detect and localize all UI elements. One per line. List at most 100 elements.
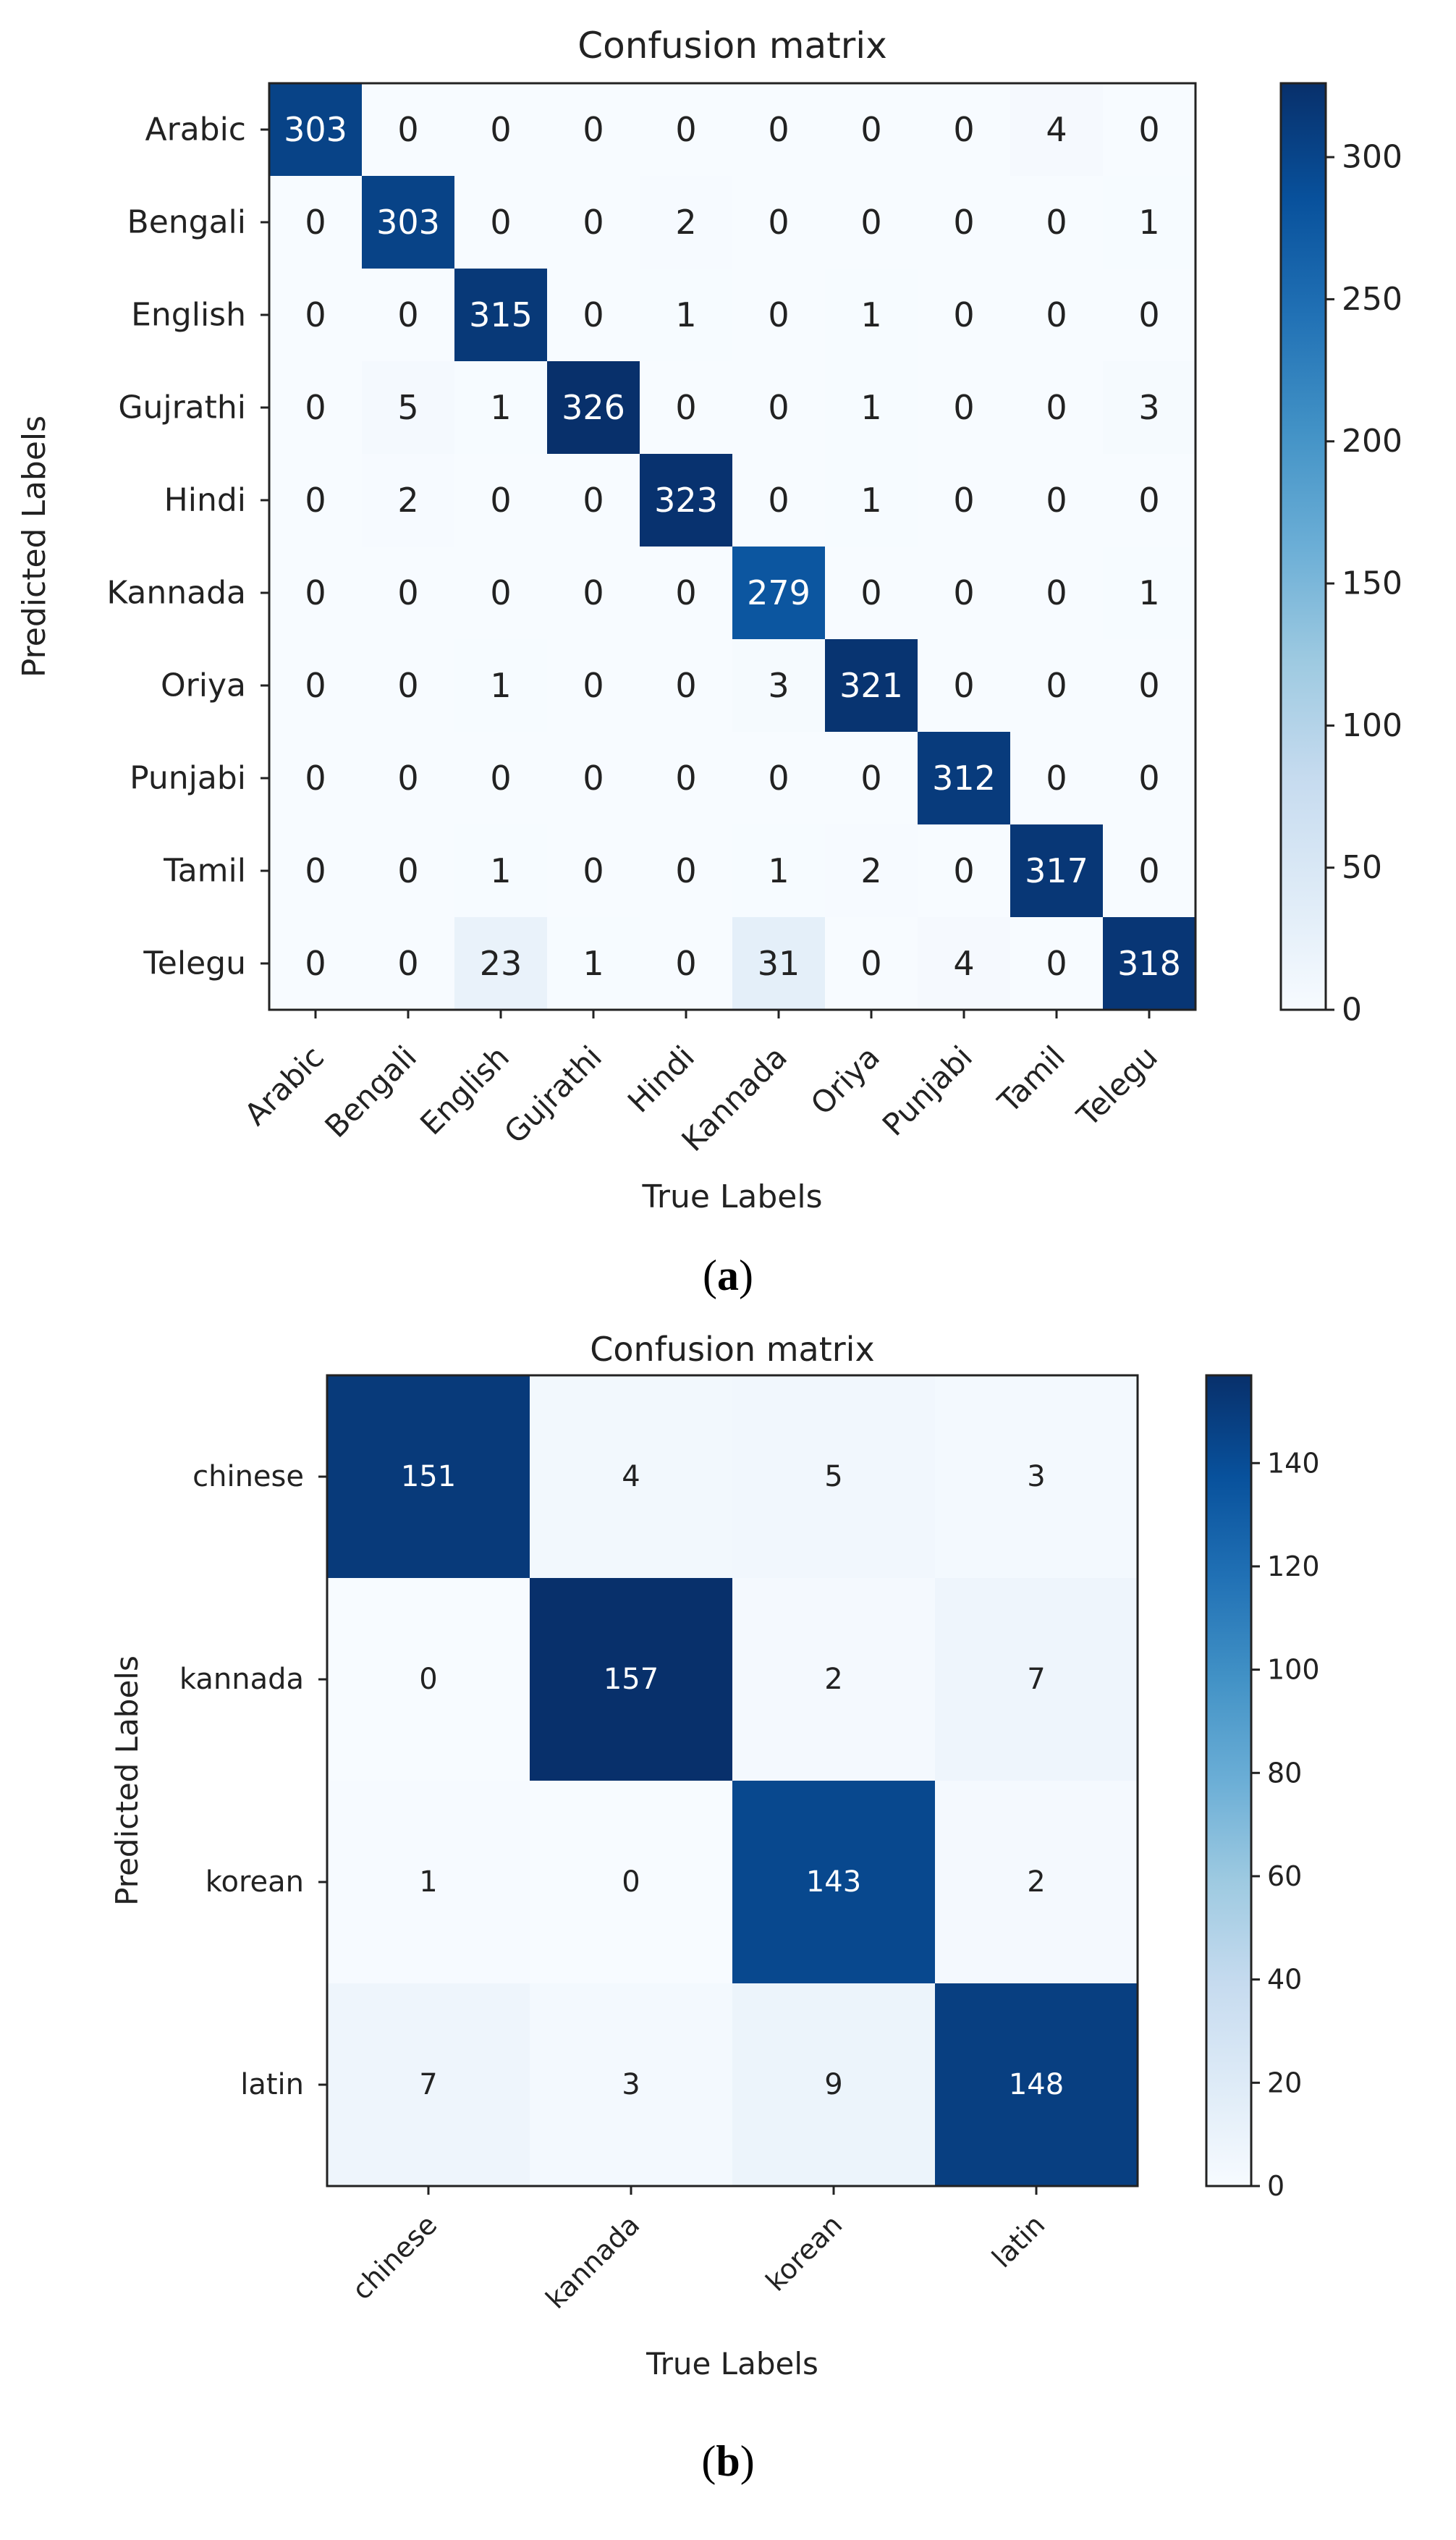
matrix-cell xyxy=(732,454,826,547)
matrix-cell-value: 1 xyxy=(583,944,604,983)
matrix-cell-value: 0 xyxy=(768,110,789,149)
matrix-cell-value: 0 xyxy=(397,944,418,983)
matrix-cell xyxy=(1010,824,1104,918)
matrix-cell xyxy=(935,1375,1138,1579)
matrix-cell-value: 0 xyxy=(953,573,974,612)
matrix-cell xyxy=(1010,361,1104,455)
matrix-cell-value: 5 xyxy=(824,1460,842,1493)
matrix-cell-value: 0 xyxy=(860,110,881,149)
matrix-cell-value: 0 xyxy=(583,203,604,242)
matrix-cell xyxy=(732,732,826,825)
colorbar-tick-label: 300 xyxy=(1342,139,1402,176)
y-tick-label: Punjabi xyxy=(130,760,246,797)
matrix-cell-value: 151 xyxy=(401,1460,456,1493)
matrix-cell xyxy=(530,1781,733,1984)
matrix-cell xyxy=(732,1983,936,2187)
matrix-cell-value: 1 xyxy=(490,666,511,705)
matrix-cell-value: 143 xyxy=(806,1865,861,1899)
matrix-cell-value: 4 xyxy=(622,1460,640,1493)
matrix-cell xyxy=(1103,83,1196,177)
matrix-cell-value: 0 xyxy=(1046,759,1067,798)
matrix-cell xyxy=(1103,547,1196,640)
matrix-cell xyxy=(454,824,548,918)
chart-a-y-axis-label: Predicted Labels xyxy=(16,415,53,678)
matrix-cell xyxy=(918,83,1011,177)
matrix-cell xyxy=(640,824,733,918)
matrix-cell xyxy=(640,639,733,733)
matrix-cell xyxy=(732,1375,936,1579)
matrix-cell-value: 7 xyxy=(1027,1663,1045,1696)
matrix-cell xyxy=(269,732,363,825)
colorbar-tick-label: 100 xyxy=(1342,707,1402,744)
matrix-cell-value: 0 xyxy=(768,481,789,520)
caption-a-letter: a xyxy=(717,1252,739,1299)
matrix-cell xyxy=(732,917,826,1010)
matrix-cell xyxy=(1103,454,1196,547)
y-tick-label: Hindi xyxy=(164,482,246,519)
matrix-cell-value: 1 xyxy=(860,481,881,520)
matrix-cell xyxy=(825,361,918,455)
matrix-cell xyxy=(918,361,1011,455)
matrix-cell-value: 0 xyxy=(397,666,418,705)
matrix-cell xyxy=(935,1983,1138,2187)
matrix-cell xyxy=(825,547,918,640)
matrix-cell-value: 1 xyxy=(860,295,881,334)
matrix-cell xyxy=(825,176,918,269)
matrix-cell-value: 0 xyxy=(397,759,418,798)
y-tick-label: latin xyxy=(240,2068,304,2101)
matrix-cell-value: 0 xyxy=(583,573,604,612)
matrix-cell-value: 9 xyxy=(824,2068,842,2101)
colorbar-tick-label: 50 xyxy=(1342,849,1382,886)
y-tick-label: Oriya xyxy=(161,667,246,704)
matrix-cell-value: 0 xyxy=(768,295,789,334)
matrix-cell-value: 2 xyxy=(824,1663,842,1696)
matrix-cell-value: 326 xyxy=(562,388,625,427)
matrix-cell xyxy=(362,547,455,640)
matrix-cell xyxy=(918,732,1011,825)
matrix-cell-value: 0 xyxy=(675,388,696,427)
matrix-cell-value: 0 xyxy=(953,851,974,890)
matrix-cell xyxy=(327,1578,530,1781)
matrix-cell-value: 2 xyxy=(1027,1865,1045,1899)
matrix-cell-value: 0 xyxy=(490,759,511,798)
matrix-cell xyxy=(362,269,455,362)
matrix-cell xyxy=(454,547,548,640)
matrix-cell-value: 0 xyxy=(305,666,326,705)
colorbar-tick-label: 150 xyxy=(1342,565,1402,602)
colorbar-tick-label: 120 xyxy=(1267,1550,1320,1582)
chart-b-x-axis-label: True Labels xyxy=(646,2346,818,2381)
matrix-cell-value: 0 xyxy=(1046,573,1067,612)
matrix-cell-value: 318 xyxy=(1117,944,1181,983)
matrix-cell-value: 0 xyxy=(305,759,326,798)
matrix-cell-value: 0 xyxy=(583,295,604,334)
matrix-cell xyxy=(918,547,1011,640)
matrix-cell-value: 0 xyxy=(675,944,696,983)
matrix-cell xyxy=(362,361,455,455)
matrix-cell-value: 0 xyxy=(953,666,974,705)
chart-b-plot-frame xyxy=(326,1374,1139,2187)
matrix-cell xyxy=(732,83,826,177)
matrix-cell xyxy=(1103,824,1196,918)
matrix-cell xyxy=(530,1375,733,1579)
colorbar-tick-label: 40 xyxy=(1267,1964,1302,1996)
matrix-cell xyxy=(362,732,455,825)
matrix-cell-value: 0 xyxy=(675,759,696,798)
matrix-cell-value: 0 xyxy=(860,203,881,242)
matrix-cell xyxy=(1010,269,1104,362)
matrix-cell-value: 31 xyxy=(758,944,800,983)
matrix-cell-value: 0 xyxy=(583,851,604,890)
matrix-cell xyxy=(454,732,548,825)
panel-b: Confusion matrix 151 4 5 3 0 157 2 7 1 0 143 2 7 3 9 14… xyxy=(109,1330,1320,2485)
colorbar-tick-label: 60 xyxy=(1267,1860,1302,1892)
matrix-cell-value: 312 xyxy=(932,759,996,798)
matrix-cell-value: 0 xyxy=(1138,851,1159,890)
matrix-cell xyxy=(732,1781,936,1984)
matrix-cell-value: 0 xyxy=(305,295,326,334)
chart-b-cells: 151 4 5 3 0 157 2 7 1 0 143 2 7 3 9 148 xyxy=(327,1375,1138,2187)
chart-b-y-tick-labels: chinese kannada korean latin xyxy=(179,1460,327,2101)
matrix-cell xyxy=(547,269,640,362)
chart-b-title: Confusion matrix xyxy=(590,1330,874,1369)
matrix-cell xyxy=(362,917,455,1010)
matrix-cell-value: 315 xyxy=(469,295,533,334)
matrix-cell-value: 0 xyxy=(860,573,881,612)
